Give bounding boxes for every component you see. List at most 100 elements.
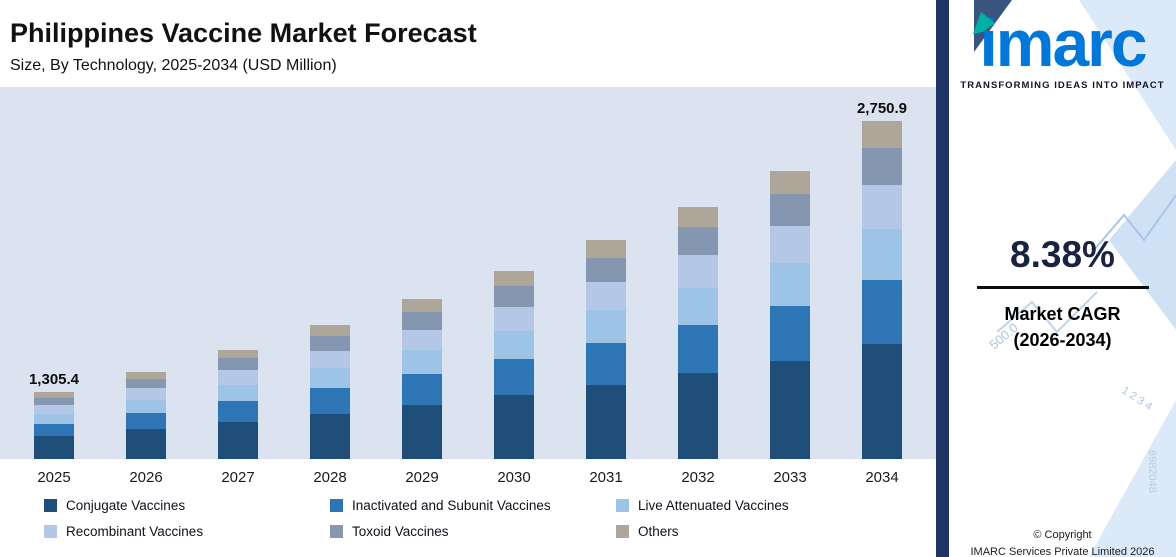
bar-segment: [678, 206, 718, 228]
bar-segment: [402, 299, 442, 312]
bar-segment: [862, 344, 902, 459]
cagr-value: 8.38%: [1010, 234, 1115, 275]
bar-segment: [402, 329, 442, 351]
bar-segment: [402, 404, 442, 459]
stacked-bar: [494, 270, 534, 459]
bar-group: 2,750.9: [836, 87, 928, 459]
x-axis-label: 2034: [865, 469, 899, 486]
imarc-tagline: TRANSFORMING IDEAS INTO IMPACT: [960, 79, 1165, 91]
bar-segment: [34, 436, 74, 459]
bar-segment: [770, 225, 810, 264]
legend-swatch: [330, 525, 343, 538]
stacked-bar: [218, 349, 258, 460]
bar-segment: [862, 121, 902, 149]
bar-segment: [218, 358, 258, 371]
sidebar-decor: 500.0 1 2 3 4 6982048: [974, 0, 1176, 557]
x-axis-label: 2029: [405, 469, 439, 486]
bar-segment: [126, 399, 166, 413]
legend-swatch: [616, 499, 629, 512]
stacked-bar: [678, 206, 718, 459]
bar-segment: [586, 281, 626, 311]
legend-swatch: [616, 525, 629, 538]
x-axis-label: 2030: [497, 469, 531, 486]
bar-segment: [494, 285, 534, 307]
stacked-bar: [126, 371, 166, 459]
bar-segment: [770, 263, 810, 307]
sidebar-content: imarc TRANSFORMING IDEAS INTO IMPACT 8.3…: [936, 10, 1176, 557]
decor-number: 6982048: [1146, 450, 1158, 493]
bar-segment: [862, 279, 902, 345]
legend-label: Recombinant Vaccines: [66, 524, 204, 539]
cagr-block: 8.38% Market CAGR (2026-2034): [949, 234, 1176, 353]
bar-segment: [310, 325, 350, 337]
bar-group: [468, 87, 560, 459]
bar-segment: [126, 378, 166, 389]
stacked-bar: [34, 392, 74, 459]
bar-segment: [310, 368, 350, 389]
x-axis-label: 2033: [773, 469, 807, 486]
bar-segment: [494, 359, 534, 396]
bar-segment: [126, 388, 166, 400]
legend-swatch: [44, 525, 57, 538]
bar-segment: [494, 270, 534, 286]
copyright: © Copyright IMARC Services Private Limit…: [949, 527, 1176, 557]
legend-label: Inactivated and Subunit Vaccines: [352, 498, 551, 513]
chart-subtitle: Size, By Technology, 2025-2034 (USD Mill…: [10, 57, 337, 74]
cagr-label: Market CAGR: [1004, 304, 1121, 324]
decor-shape: [1089, 400, 1176, 557]
bar-segment: [862, 229, 902, 280]
bar-segment: [402, 374, 442, 405]
bar-segment: [34, 397, 74, 405]
bar-group: [192, 87, 284, 459]
stacked-bar: [402, 299, 442, 459]
plot-area: 1,305.4 2,750.9: [0, 87, 936, 460]
bar-segment: [126, 429, 166, 459]
legend-item: Conjugate Vaccines: [44, 498, 330, 513]
bar-segment: [770, 306, 810, 362]
bar-segment: [218, 370, 258, 385]
bar-segment: [218, 400, 258, 422]
bar-segment: [34, 392, 74, 398]
bar-segment: [586, 343, 626, 385]
legend-item: Live Attenuated Vaccines: [616, 498, 936, 513]
x-axis-labels: 2025 2026 2027 2028 2029 2030 2031 2032 2033 2034: [0, 459, 936, 490]
bar-segment: [678, 373, 718, 459]
bar-segment: [310, 336, 350, 351]
stacked-bar: [586, 240, 626, 459]
bar-segment: [402, 350, 442, 375]
legend-label: Toxoid Vaccines: [352, 524, 449, 539]
imarc-logo-accent-icon: [973, 12, 996, 34]
legend-item: Others: [616, 524, 936, 539]
decor-shape: [1109, 160, 1176, 330]
chart-title: Philippines Vaccine Market Forecast: [10, 18, 477, 48]
bar-group: [376, 87, 468, 459]
chart-panel: Philippines Vaccine Market Forecast Size…: [0, 0, 936, 539]
stacked-bar: [310, 325, 350, 459]
bar-segment: [770, 170, 810, 194]
stacked-bar: [770, 170, 810, 460]
bar-segment: [310, 388, 350, 414]
sidebar: 500.0 1 2 3 4 6982048 imarc TRANSFORMING…: [936, 0, 1176, 557]
bar-group: [744, 87, 836, 460]
legend-label: Conjugate Vaccines: [66, 498, 186, 513]
legend-label: Live Attenuated Vaccines: [638, 498, 789, 513]
legend-item: Recombinant Vaccines: [44, 524, 330, 539]
bar-group: [560, 87, 652, 459]
bar-segment: [126, 412, 166, 430]
decor-corner-shape: [974, 0, 1012, 52]
legend-swatch: [330, 499, 343, 512]
imarc-logo-accent-shape: [973, 12, 996, 34]
stacked-bar: [862, 121, 902, 459]
bar-segment: [770, 193, 810, 226]
bar-segment: [310, 350, 350, 369]
bar-segment: [494, 331, 534, 360]
decor-shape: [1079, 0, 1176, 150]
bar-segment: [678, 287, 718, 326]
bar-segment: [402, 311, 442, 330]
bar-segment: [678, 254, 718, 288]
x-axis-label: 2032: [681, 469, 715, 486]
bar-segment: [678, 325, 718, 374]
sidebar-accent-strip: [936, 0, 949, 557]
chart-header: Philippines Vaccine Market Forecast Size…: [0, 0, 936, 87]
